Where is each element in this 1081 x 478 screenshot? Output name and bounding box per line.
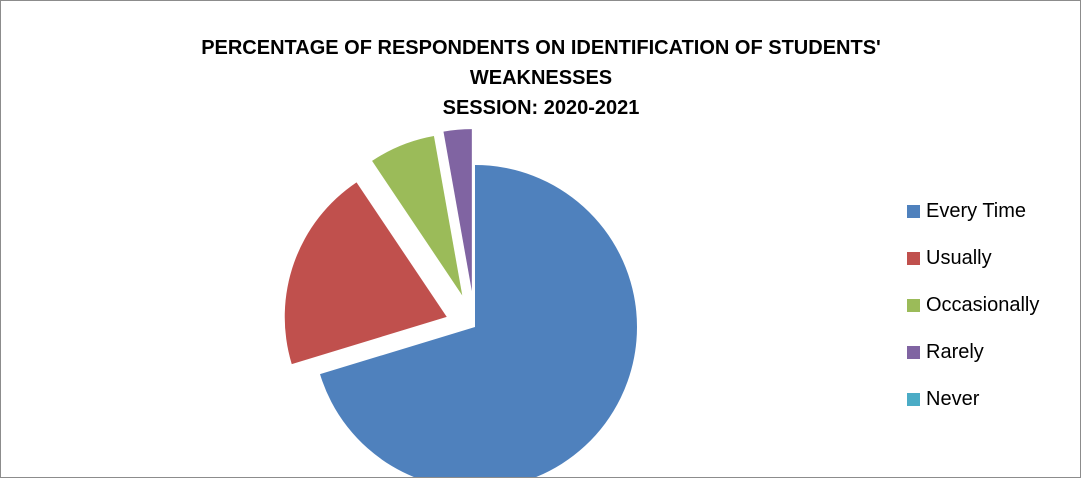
legend-swatch bbox=[907, 251, 920, 265]
legend-swatch bbox=[907, 345, 920, 359]
legend-item-occasionally: Occasionally bbox=[907, 293, 1077, 317]
legend-item-never: Never bbox=[907, 387, 1077, 411]
pie-slice-rarely bbox=[443, 129, 472, 292]
legend-item-every-time: Every Time bbox=[907, 199, 1077, 223]
chart-legend: Every Time Usually Occasionally Rarely Never bbox=[907, 199, 1077, 434]
legend-label: Occasionally bbox=[926, 293, 1040, 316]
chart-title-line-3: SESSION: 2020-2021 bbox=[442, 97, 640, 119]
pie-slice-occasionally bbox=[372, 135, 463, 296]
pie-slice-every-time bbox=[320, 165, 637, 477]
legend-swatch bbox=[907, 204, 920, 218]
legend-label: Usually bbox=[926, 246, 992, 269]
legend-swatch bbox=[907, 392, 920, 406]
chart-title: PERCENTAGE OF RESPONDENTS ON IDENTIFICAT… bbox=[41, 33, 1041, 123]
legend-label: Every Time bbox=[926, 199, 1027, 222]
legend-item-usually: Usually bbox=[907, 246, 1077, 270]
legend-swatch bbox=[907, 298, 920, 312]
pie-slice-usually bbox=[284, 182, 447, 365]
legend-label: Rarely bbox=[926, 340, 984, 363]
legend-label: Never bbox=[926, 387, 980, 410]
chart-title-line-2: WEAKNESSES bbox=[469, 67, 613, 89]
chart-title-line-1: PERCENTAGE OF RESPONDENTS ON IDENTIFICAT… bbox=[201, 37, 881, 59]
legend-item-rarely: Rarely bbox=[907, 340, 1077, 364]
